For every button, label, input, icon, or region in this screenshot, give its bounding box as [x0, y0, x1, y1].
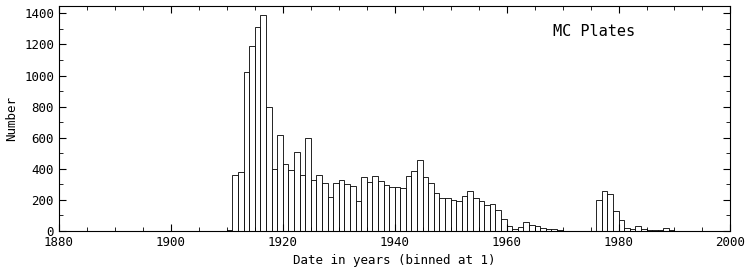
Bar	[412, 171, 417, 231]
Bar	[462, 196, 467, 231]
Bar	[345, 184, 350, 231]
Bar	[630, 230, 635, 231]
Bar	[478, 201, 484, 231]
Bar	[434, 193, 439, 231]
Bar	[249, 46, 255, 231]
Y-axis label: Number: Number	[5, 96, 19, 141]
Bar	[496, 210, 501, 231]
Bar	[635, 226, 641, 231]
Bar	[395, 187, 400, 231]
Bar	[417, 160, 423, 231]
Bar	[311, 180, 316, 231]
Text: MC Plates: MC Plates	[553, 23, 635, 38]
Bar	[652, 230, 658, 231]
Bar	[255, 27, 261, 231]
Bar	[658, 230, 663, 231]
Bar	[355, 201, 361, 231]
Bar	[473, 198, 478, 231]
Bar	[378, 181, 384, 231]
Bar	[641, 229, 647, 231]
Bar	[507, 225, 512, 231]
Bar	[227, 230, 233, 231]
Bar	[529, 225, 535, 231]
Bar	[327, 197, 333, 231]
Bar	[445, 198, 451, 231]
Bar	[613, 211, 619, 231]
Bar	[619, 220, 624, 231]
Bar	[389, 188, 395, 231]
Bar	[277, 135, 283, 231]
Bar	[501, 219, 507, 231]
Bar	[305, 138, 311, 231]
Bar	[350, 186, 355, 231]
Bar	[361, 177, 366, 231]
Bar	[540, 228, 546, 231]
Bar	[372, 176, 378, 231]
Bar	[400, 188, 406, 231]
X-axis label: Date in years (binned at 1): Date in years (binned at 1)	[294, 254, 496, 268]
Bar	[423, 177, 428, 231]
Bar	[266, 107, 272, 231]
Bar	[366, 182, 372, 231]
Bar	[238, 172, 243, 231]
Bar	[546, 229, 551, 231]
Bar	[339, 180, 345, 231]
Bar	[663, 228, 669, 231]
Bar	[484, 205, 490, 231]
Bar	[647, 230, 652, 231]
Bar	[316, 175, 322, 231]
Bar	[233, 175, 238, 231]
Bar	[602, 191, 608, 231]
Bar	[467, 191, 473, 231]
Bar	[512, 229, 517, 231]
Bar	[557, 230, 562, 231]
Bar	[439, 198, 445, 231]
Bar	[322, 183, 327, 231]
Bar	[523, 222, 529, 231]
Bar	[517, 227, 523, 231]
Bar	[283, 164, 288, 231]
Bar	[551, 230, 557, 231]
Bar	[243, 72, 249, 231]
Bar	[624, 228, 630, 231]
Bar	[451, 200, 457, 231]
Bar	[294, 152, 300, 231]
Bar	[535, 226, 540, 231]
Bar	[261, 15, 266, 231]
Bar	[300, 175, 305, 231]
Bar	[333, 183, 339, 231]
Bar	[490, 204, 496, 231]
Bar	[669, 230, 674, 231]
Bar	[608, 194, 613, 231]
Bar	[428, 183, 434, 231]
Bar	[384, 185, 389, 231]
Bar	[272, 169, 277, 231]
Bar	[457, 201, 462, 231]
Bar	[288, 170, 294, 231]
Bar	[406, 176, 412, 231]
Bar	[596, 200, 602, 231]
